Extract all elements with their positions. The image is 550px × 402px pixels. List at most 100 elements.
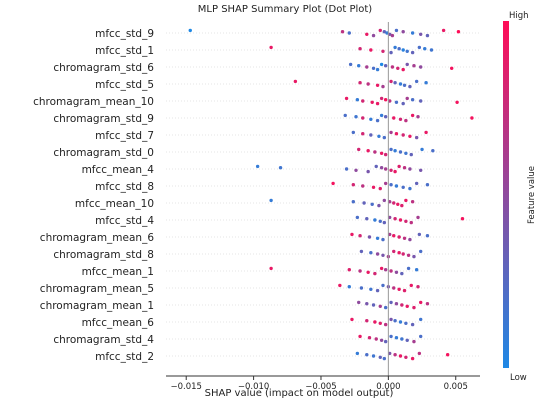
shap-point: [375, 67, 380, 72]
shap-point: [367, 336, 372, 340]
shap-point: [378, 355, 382, 359]
shap-point: [355, 215, 360, 220]
shap-point: [371, 303, 376, 307]
shap-point: [375, 252, 380, 256]
shap-point: [374, 164, 378, 169]
shap-point: [383, 152, 388, 157]
shap-point: [404, 118, 408, 123]
feature-label: mfcc_mean_4: [82, 164, 155, 176]
shap-point: [350, 317, 354, 322]
shap-point: [406, 266, 411, 271]
shap-point: [369, 251, 373, 255]
shap-point: [393, 149, 397, 153]
shap-point: [350, 232, 354, 237]
feature-label: mfcc_mean_10: [75, 198, 154, 210]
shap-point: [355, 98, 360, 102]
shap-point: [379, 62, 384, 67]
shap-point: [389, 300, 393, 305]
shap-point: [410, 31, 415, 35]
feature-label: mfcc_std_4: [95, 215, 154, 227]
shap-point: [269, 198, 273, 203]
shap-point: [358, 81, 362, 85]
shap-point: [383, 63, 388, 68]
shap-point: [365, 302, 369, 306]
shap-point: [470, 116, 474, 120]
shap-point: [455, 100, 459, 105]
colorbar-high-label: High: [509, 11, 529, 21]
shap-point: [359, 249, 364, 254]
shap-point: [344, 96, 349, 101]
shap-point: [366, 270, 370, 274]
shap-point: [377, 134, 381, 138]
shap-point: [362, 201, 366, 205]
shap-point: [378, 304, 382, 308]
shap-point: [383, 98, 388, 102]
shap-point: [414, 79, 419, 84]
shap-point: [366, 149, 370, 153]
shap-point: [379, 338, 384, 342]
shap-point: [405, 49, 409, 53]
shap-point: [400, 203, 404, 208]
colorbar: [503, 21, 509, 368]
x-axis-ticks: −0.015 −0.010 −0.005 0.000 0.005: [170, 376, 468, 392]
shap-point: [394, 100, 399, 105]
shap-point: [404, 151, 408, 155]
shap-point: [404, 198, 408, 203]
shap-point: [355, 351, 360, 356]
shap-point: [269, 266, 273, 271]
colorbar-title: Feature value: [527, 166, 537, 224]
shap-point: [278, 166, 283, 170]
feature-rows: mfcc_std_9 mfcc_std_1 chromagram_std_6mfcc…: [33, 28, 480, 363]
shap-point: [381, 84, 385, 89]
shap-point: [408, 186, 412, 191]
shap-point: [410, 98, 415, 102]
chart-title: MLP SHAP Summary Plot (Dot Plot): [198, 4, 373, 15]
shap-point: [371, 33, 376, 38]
shap-point: [371, 185, 376, 189]
shap-point: [354, 168, 358, 172]
shap-point: [409, 283, 413, 288]
shap-point: [410, 113, 415, 118]
shap-point: [357, 147, 361, 152]
shap-point: [394, 270, 399, 274]
feature-label: mfcc_mean_1: [82, 266, 154, 278]
shap-point: [414, 181, 419, 186]
shap-point: [402, 83, 407, 88]
shap-point: [378, 186, 382, 191]
shap-point: [379, 266, 384, 271]
shap-point: [397, 47, 401, 51]
shap-point: [410, 200, 415, 204]
shap-point: [381, 283, 385, 288]
shap-point: [340, 30, 345, 34]
shap-point: [398, 218, 403, 222]
shap-point: [397, 164, 401, 169]
shap-point: [255, 164, 260, 169]
feature-label: mfcc_std_1: [95, 45, 154, 57]
shap-point: [389, 147, 393, 152]
shap-point: [354, 115, 358, 119]
shap-point: [406, 253, 411, 257]
shap-point: [405, 338, 409, 342]
shap-point: [361, 99, 365, 103]
shap-point: [398, 82, 403, 86]
shap-point: [417, 45, 422, 50]
shap-point: [390, 33, 395, 38]
shap-point: [445, 353, 450, 357]
shap-point: [373, 271, 377, 276]
shap-point: [397, 251, 401, 255]
shap-point: [424, 130, 428, 135]
shap-point: [404, 355, 408, 359]
shap-point: [441, 28, 446, 33]
shap-point: [414, 268, 419, 272]
shap-point: [347, 285, 351, 289]
feature-label: mfcc_std_9: [95, 28, 154, 40]
shap-point: [392, 201, 396, 205]
shap-point: [343, 113, 347, 118]
shap-point: [394, 184, 399, 188]
shap-point: [389, 334, 393, 339]
shap-point: [365, 65, 369, 69]
shap-point: [389, 269, 393, 273]
shap-point: [375, 83, 380, 88]
shap-point: [400, 303, 404, 307]
